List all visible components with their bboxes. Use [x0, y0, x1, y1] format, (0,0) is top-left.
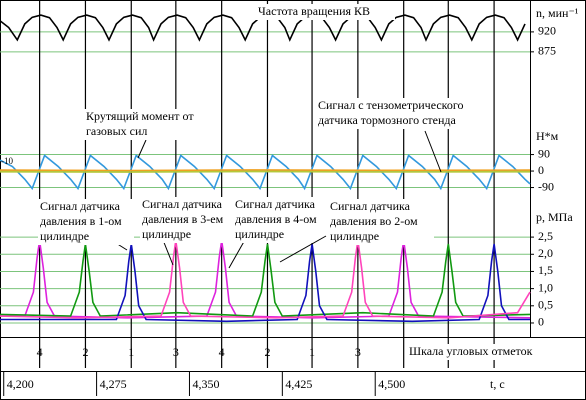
- y-tick-label: 0: [538, 315, 544, 329]
- annotation-text: датчика тормозного стенда: [318, 113, 457, 127]
- x-tick-label: 4,350: [192, 377, 219, 391]
- annotation-arrow: [137, 139, 147, 159]
- angle-mark-label: 3: [355, 345, 361, 359]
- y-tick-label: 2,0: [538, 246, 553, 260]
- y-tick-label: 2,5: [538, 229, 553, 243]
- y-tick-label: 920: [538, 24, 556, 38]
- y-axis-label: Н*м: [536, 129, 559, 143]
- annotation-text: цилиндре: [142, 227, 191, 241]
- y-axis-label: n, мин⁻¹: [536, 6, 579, 20]
- y-axis-label: р, МПа: [536, 210, 573, 224]
- annotation-text: давления в 4-ом: [235, 212, 317, 226]
- angle-mark-label: 4: [37, 345, 43, 359]
- annotation-text: -10: [1, 156, 13, 166]
- annotation-arrow: [279, 235, 327, 263]
- x-tick-label: 4,200: [7, 377, 34, 391]
- angle-mark-label: 1: [128, 345, 134, 359]
- angle-axis-label: Шкала угловых отметок: [409, 344, 533, 358]
- annotation-bg: [328, 199, 434, 245]
- annotation-bg: [233, 197, 329, 243]
- y-tick-label: -90: [538, 179, 554, 193]
- angle-mark-label: 4: [219, 345, 225, 359]
- annotation-arrow: [424, 130, 442, 173]
- x-tick-label: 4,275: [100, 377, 127, 391]
- annotation-text: Сигнал датчика: [40, 199, 121, 213]
- trace-line: [0, 170, 531, 173]
- y-tick-label: 1,5: [538, 263, 553, 277]
- x-axis-label: t, c: [490, 377, 505, 391]
- y-tick-label: 90: [538, 146, 550, 160]
- angle-mark-label: 2: [264, 345, 270, 359]
- angle-mark-label: 2: [82, 345, 88, 359]
- angle-mark-label: 1: [309, 345, 315, 359]
- annotation-text: цилиндре: [40, 229, 89, 243]
- annotation-text: Сигнал датчика: [330, 199, 411, 213]
- trace-line: [0, 240, 531, 319]
- annotation-text: газовых сил: [86, 124, 147, 138]
- annotation-arrow: [162, 239, 174, 266]
- y-tick-label: 1,0: [538, 280, 553, 294]
- annotation-text: давления в 1-ом: [40, 214, 122, 228]
- angle-label-bg: [406, 344, 546, 360]
- annotation-bg: [38, 199, 134, 245]
- overlay: 920 875 n, мин⁻¹ Частота вращения КВ 90 0 -90 Н…: [1, 4, 579, 396]
- annotation-text: Крутящий момент от: [86, 109, 194, 123]
- annotation-text: Сигнал датчика: [142, 197, 223, 211]
- annotation-bg: [84, 109, 214, 140]
- y-tick-label: 0,5: [538, 298, 553, 312]
- trace-line: [0, 169, 531, 172]
- x-tick-label: 4,500: [378, 377, 405, 391]
- y-tick-label: 0: [538, 163, 544, 177]
- title-bg: [255, 4, 395, 20]
- chart-title: Частота вращения КВ: [258, 4, 370, 18]
- x-tick-label: 4,425: [285, 377, 312, 391]
- angle-mark-label: 3: [173, 345, 179, 359]
- annotation-text: цилиндре: [235, 227, 284, 241]
- annotation-text: давления во 2-ом: [330, 214, 418, 228]
- annotation-text: Сигнал с тензометрического: [318, 98, 464, 112]
- annotation-text: Сигнал датчика: [235, 197, 316, 211]
- annotation-text: цилиндре: [330, 229, 379, 243]
- annotation-text: давления в 3-ем: [142, 212, 224, 226]
- y-tick-label: 875: [538, 44, 556, 58]
- annotation-bg: [316, 98, 488, 129]
- annotation-bg: [140, 197, 236, 243]
